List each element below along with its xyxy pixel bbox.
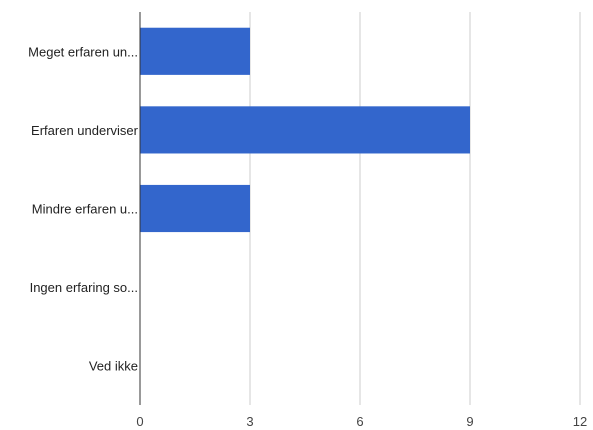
category-label: Ved ikke [89,359,138,374]
tick-labels: 0 3 6 9 12 [136,414,587,429]
bar [140,184,250,233]
category-label: Erfaren underviser [31,123,139,138]
x-tick-label: 3 [246,414,253,429]
category-label: Meget erfaren un... [28,44,138,59]
category-label: Mindre erfaren u... [32,202,138,217]
x-tick-label: 12 [573,414,587,429]
x-tick-label: 9 [466,414,473,429]
bar [140,106,470,154]
x-tick-label: 0 [136,414,143,429]
category-labels: Meget erfaren un... Erfaren underviser Min… [28,44,139,373]
x-tick-label: 6 [356,414,363,429]
bars [140,27,470,233]
bar [140,27,250,75]
category-label: Ingen erfaring so... [30,280,138,295]
gridlines [249,12,581,405]
